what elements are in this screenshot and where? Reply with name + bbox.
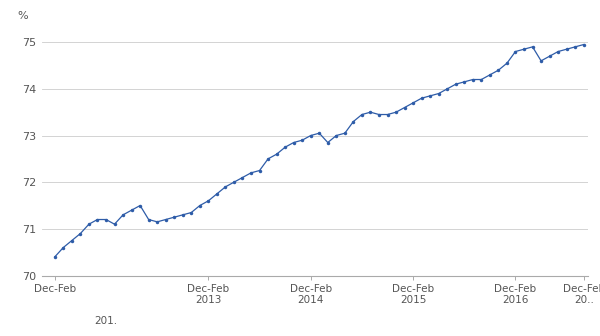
Text: 201.: 201. xyxy=(94,316,118,326)
Text: %: % xyxy=(17,11,28,21)
